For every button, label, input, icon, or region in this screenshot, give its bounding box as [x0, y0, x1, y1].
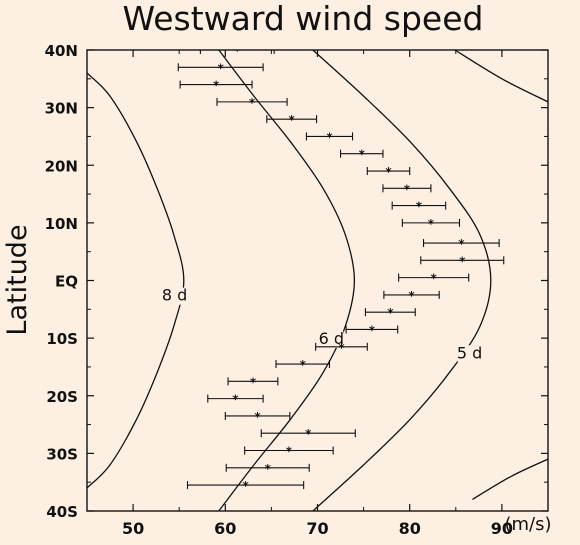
period-curve-5d: [312, 50, 492, 511]
observations: * * * * * * * * * * * * * * * * * * * * * * * * * *: [177, 44, 505, 493]
data-point-marker: *: [428, 217, 435, 231]
x-tick-label: 50: [122, 519, 144, 538]
period-curve-6d: [218, 50, 356, 511]
period-curve-unlabeled: [472, 458, 548, 501]
plot-frame: [86, 49, 549, 512]
period-curve-unlabeled: [454, 50, 548, 103]
curve-label: 5 d: [457, 343, 482, 362]
y-tick-label: 30S: [46, 445, 78, 463]
data-point-marker: *: [408, 289, 415, 303]
y-tick-label: 30N: [45, 100, 78, 118]
data-point-marker: *: [218, 61, 225, 75]
reference-curves: 8 d 6 d 5 d: [87, 50, 548, 511]
data-point-marker: *: [250, 375, 257, 389]
data-point-marker: *: [369, 323, 376, 337]
y-axis-label: Latitude: [2, 224, 33, 335]
curve-label-bg: [319, 330, 344, 348]
data-point-marker: *: [305, 427, 312, 441]
data-point-marker: *: [213, 79, 220, 93]
y-tick-label: 40N: [45, 42, 78, 60]
y-tick-label: 20N: [45, 157, 78, 175]
data-point-marker: *: [459, 254, 466, 268]
data-point-marker: *: [242, 479, 249, 493]
y-tick-label: 10S: [46, 330, 78, 348]
x-tick-label: 60: [214, 519, 236, 538]
period-curve-8d: [87, 72, 185, 489]
curve-label-bg: [162, 287, 187, 305]
x-tick-label: 90: [491, 519, 513, 538]
data-point-marker: *: [289, 113, 296, 127]
data-point-marker: *: [249, 96, 256, 110]
data-point-marker: *: [458, 237, 465, 251]
curve-label: 8 d: [162, 286, 187, 305]
data-point-marker: *: [431, 272, 438, 286]
y-tick-label: 10N: [45, 215, 78, 233]
data-point-marker: *: [265, 462, 272, 476]
data-point-marker: *: [404, 182, 411, 196]
curve-label: 6 d: [319, 329, 344, 348]
plot-area: 40N 30N 20N 10N EQ 10S 20S 30S 40S 50 60 70 80 90 8 d 6…: [45, 42, 549, 538]
data-point-marker: *: [326, 130, 333, 144]
data-point-marker: *: [254, 410, 261, 424]
data-point-marker: *: [300, 358, 307, 372]
data-point-marker: *: [232, 393, 239, 407]
x-tick-label: 70: [306, 519, 328, 538]
y-tick-label: 20S: [46, 388, 78, 406]
data-point-marker: *: [359, 148, 366, 162]
data-point-marker: *: [234, 44, 241, 58]
data-point-marker: *: [385, 165, 392, 179]
data-point-marker: *: [387, 306, 394, 320]
data-point-marker: *: [416, 200, 423, 214]
x-axis-unit: (m/s): [504, 514, 551, 535]
data-point-marker: *: [286, 444, 293, 458]
y-tick-label: EQ: [55, 273, 78, 291]
x-tick-label: 80: [399, 519, 421, 538]
chart-title: Westward wind speed: [123, 0, 484, 38]
y-tick-label: 40S: [46, 503, 78, 521]
curve-label-bg: [457, 345, 482, 363]
data-point-marker: *: [338, 341, 345, 355]
